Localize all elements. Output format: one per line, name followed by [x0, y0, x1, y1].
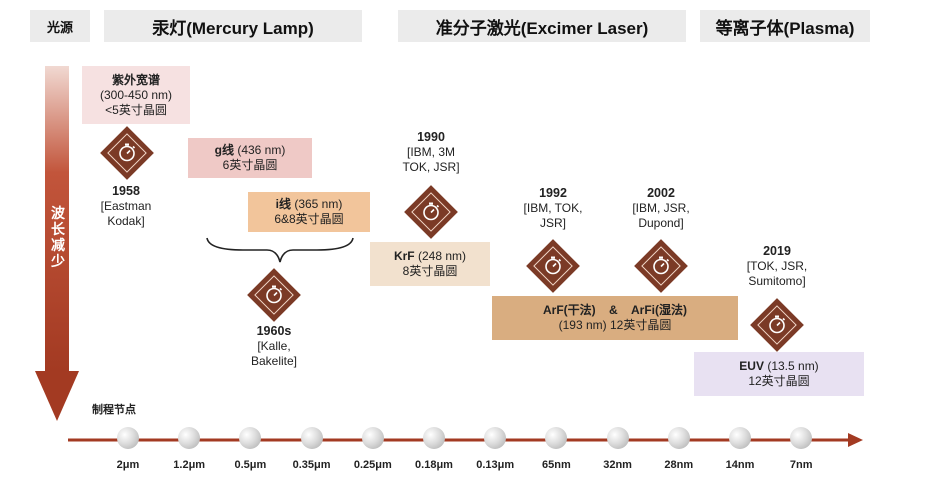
- header-light-source: 光源: [30, 10, 90, 42]
- gline-range: (436 nm): [237, 143, 286, 157]
- arf-wet-title: ArFi(湿法): [631, 303, 688, 317]
- milestone-2002-who1: [IBM, JSR,: [632, 201, 690, 215]
- milestone-1960s-who2: Bakelite]: [250, 354, 298, 368]
- process-node-marker: [606, 427, 629, 449]
- process-node-label-2: 0.5μm: [234, 459, 267, 471]
- box-i-line: i线 (365 nm) 6&8英寸晶圆: [248, 192, 370, 232]
- process-node-label-6: 0.13μm: [476, 459, 515, 471]
- milestone-1960s: 1960s [Kalle, Bakelite]: [234, 324, 314, 369]
- milestone-2019-who1: [TOK, JSR,: [746, 259, 808, 273]
- milestone-1958-who2: Kodak]: [107, 214, 145, 228]
- stopwatch-icon: [266, 285, 283, 304]
- krf-title: KrF: [393, 249, 415, 263]
- krf-range: (248 nm): [417, 249, 467, 263]
- process-node-label: 制程节点: [92, 404, 136, 416]
- milestone-1990-year: 1990: [417, 130, 445, 144]
- process-node-label-10: 14nm: [725, 459, 755, 471]
- stopwatch-icon: [653, 256, 670, 275]
- header-plasma: 等离子体(Plasma): [700, 10, 870, 42]
- milestone-2002-year: 2002: [647, 186, 675, 200]
- broadband-range: (300-450 nm): [99, 87, 173, 102]
- process-node-label-8: 32nm: [603, 459, 632, 471]
- box-broadband-uv: 紫外宽谱 (300-450 nm) <5英寸晶圆: [82, 66, 190, 124]
- process-node-label-0: 2μm: [116, 459, 140, 471]
- milestone-2002: 2002 [IBM, JSR, Dupond]: [616, 186, 706, 231]
- milestone-2019-who2: Sumitomo]: [748, 274, 806, 288]
- process-node-label-3: 0.35μm: [292, 459, 331, 471]
- stopwatch-icon: [423, 202, 440, 221]
- milestone-2002-who2: Dupond]: [638, 216, 684, 230]
- process-node-marker: [239, 427, 262, 449]
- broadband-title: 紫外宽谱: [111, 72, 160, 87]
- process-node-label-7: 65nm: [542, 459, 571, 471]
- euv-title: EUV: [739, 359, 764, 373]
- process-node-label-11: 7nm: [789, 459, 813, 471]
- process-node-marker: [117, 427, 139, 449]
- header-excimer-laser: 准分子激光(Excimer Laser): [398, 10, 686, 42]
- milestone-1990-who1: [IBM, 3M: [406, 145, 455, 159]
- brace: [206, 237, 354, 263]
- header-mercury-lamp: 汞灯(Mercury Lamp): [104, 10, 362, 42]
- process-node-label-5: 0.18μm: [415, 459, 453, 471]
- milestone-1960s-year: 1960s: [256, 324, 292, 338]
- stopwatch-icon: [769, 315, 786, 334]
- process-node-marker: [361, 427, 384, 449]
- box-arf: ArF(干法) & ArFi(湿法) (193 nm) 12英寸晶圆: [492, 296, 738, 340]
- process-node-marker: [545, 427, 568, 449]
- milestone-1990-who2: TOK, JSR]: [402, 160, 460, 174]
- milestone-1958: 1958 [Eastman Kodak]: [86, 184, 166, 229]
- milestone-1992: 1992 [IBM, TOK, JSR]: [508, 186, 598, 231]
- iline-wafer: 6&8英寸晶圆: [274, 212, 344, 226]
- process-node-marker: [790, 427, 813, 449]
- milestone-2019: 2019 [TOK, JSR, Sumitomo]: [732, 244, 822, 289]
- milestone-1960s-who1: [Kalle,: [257, 339, 291, 353]
- process-node-marker: [300, 427, 323, 449]
- broadband-wafer: <5英寸晶圆: [105, 102, 167, 117]
- iline-title: i线: [275, 197, 291, 211]
- gline-title: g线: [214, 143, 234, 157]
- box-g-line: g线 (436 nm) 6英寸晶圆: [188, 138, 312, 178]
- wavelength-label: 波长减少: [51, 205, 65, 269]
- process-node-marker: [667, 427, 690, 449]
- process-node-label-9: 28nm: [664, 459, 694, 471]
- process-node-marker: [178, 427, 201, 449]
- process-node-label-1: 1.2μm: [173, 459, 206, 471]
- box-krf: KrF (248 nm) 8英寸晶圆: [370, 242, 490, 286]
- gline-wafer: 6英寸晶圆: [222, 158, 278, 172]
- milestone-1992-who2: JSR]: [539, 216, 566, 230]
- process-node-label-4: 0.25μm: [353, 459, 392, 471]
- iline-range: (365 nm): [294, 197, 343, 211]
- process-node-marker: [484, 427, 507, 449]
- arf-ampersand: &: [609, 303, 618, 317]
- milestone-1958-year: 1958: [112, 184, 140, 198]
- arf-detail: (193 nm) 12英寸晶圆: [558, 318, 672, 332]
- milestone-1992-who1: [IBM, TOK,: [523, 201, 583, 215]
- euv-wafer: 12英寸晶圆: [748, 374, 810, 388]
- milestone-1992-year: 1992: [539, 186, 567, 200]
- process-node-marker: [423, 427, 445, 449]
- euv-range: (13.5 nm): [767, 359, 819, 373]
- wavelength-arrow: [35, 66, 79, 421]
- arf-dry-title: ArF(干法): [542, 303, 596, 317]
- box-euv: EUV (13.5 nm) 12英寸晶圆: [694, 352, 864, 396]
- process-node-marker: [729, 427, 751, 449]
- stopwatch-icon: [545, 256, 562, 275]
- krf-wafer: 8英寸晶圆: [402, 264, 458, 278]
- milestone-2019-year: 2019: [763, 244, 791, 258]
- milestone-1958-who1: [Eastman: [100, 199, 152, 213]
- milestone-1990: 1990 [IBM, 3M TOK, JSR]: [386, 130, 476, 175]
- stopwatch-icon: [119, 143, 136, 162]
